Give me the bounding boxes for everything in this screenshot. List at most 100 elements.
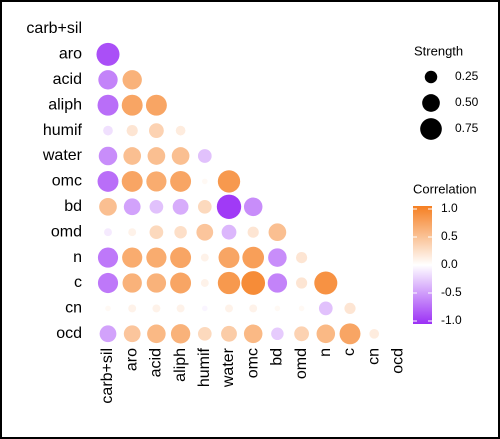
correlation-bubble bbox=[105, 305, 111, 312]
correlation-bubble bbox=[96, 42, 120, 66]
correlation-bubble bbox=[268, 248, 287, 267]
column-label: humif bbox=[196, 347, 213, 387]
column-label: water bbox=[220, 347, 237, 388]
correlation-bubble bbox=[217, 271, 241, 295]
correlation-bubble bbox=[99, 325, 117, 343]
correlation-bubble bbox=[175, 125, 186, 136]
color-legend-title: Correlation bbox=[413, 181, 477, 196]
correlation-bubble bbox=[225, 304, 233, 313]
correlation-bubble bbox=[202, 178, 208, 185]
column-label: carb+sil bbox=[99, 348, 116, 404]
row-label: n bbox=[73, 249, 82, 266]
correlation-bubble bbox=[147, 147, 166, 165]
correlation-bubble bbox=[200, 279, 209, 287]
correlation-bubble bbox=[172, 198, 189, 215]
correlation-bubble bbox=[267, 273, 288, 293]
correlation-bubble bbox=[126, 125, 138, 137]
correlation-bubble bbox=[369, 328, 380, 339]
correlation-bubble bbox=[221, 325, 237, 342]
row-label: cn bbox=[65, 300, 82, 317]
correlation-bubble bbox=[197, 199, 212, 214]
correlation-bubble bbox=[197, 149, 212, 163]
correlation-bubble bbox=[122, 247, 143, 268]
row-label: aliph bbox=[48, 96, 82, 113]
correlation-bubble bbox=[97, 272, 119, 294]
correlation-bubble bbox=[174, 225, 187, 239]
column-label: acid bbox=[148, 348, 165, 377]
correlation-bubble bbox=[314, 271, 338, 295]
correlation-bubble bbox=[344, 302, 356, 314]
correlation-bubble bbox=[243, 197, 263, 217]
row-label: omd bbox=[51, 223, 82, 240]
correlation-bubble bbox=[146, 247, 167, 268]
correlation-bubble bbox=[218, 247, 240, 269]
correlation-bubble bbox=[216, 194, 242, 219]
correlation-bubble bbox=[170, 324, 191, 344]
correlation-bubble bbox=[98, 146, 118, 166]
correlation-bubble bbox=[121, 170, 143, 192]
correlation-bubble bbox=[103, 125, 113, 136]
correlation-bubble bbox=[99, 197, 117, 216]
correlation-bubble bbox=[149, 123, 164, 138]
size-legend-key bbox=[424, 70, 438, 84]
correlation-bubble bbox=[128, 304, 137, 313]
correlation-bubble bbox=[202, 305, 208, 312]
correlation-bubble bbox=[170, 272, 192, 294]
correlation-bubble bbox=[170, 170, 192, 192]
correlation-bubble bbox=[98, 70, 118, 90]
column-label: aliph bbox=[172, 348, 189, 382]
row-label: carb+sil bbox=[26, 20, 82, 37]
column-label: bd bbox=[269, 348, 286, 366]
correlation-bubble bbox=[123, 147, 142, 165]
column-label: omd bbox=[293, 348, 310, 379]
correlation-bubble bbox=[294, 326, 309, 342]
correlation-bubble bbox=[318, 301, 333, 316]
size-legend-label: 0.75 bbox=[455, 121, 479, 135]
correlation-bubble bbox=[249, 304, 258, 313]
size-legend-key bbox=[420, 118, 442, 140]
correlation-bubble bbox=[149, 225, 164, 240]
colorbar-label: 0.5 bbox=[441, 229, 458, 243]
column-label: omc bbox=[244, 348, 261, 378]
colorbar-label: 1.0 bbox=[441, 201, 458, 215]
correlation-bubble bbox=[145, 94, 167, 116]
correlation-bubble bbox=[152, 304, 161, 313]
correlation-bubble bbox=[296, 277, 308, 289]
correlation-bubble bbox=[242, 246, 265, 269]
correlation-bubble bbox=[200, 253, 209, 262]
correlation-bubble bbox=[97, 170, 119, 192]
correlation-bubble bbox=[197, 326, 212, 341]
colorbar-label: -1.0 bbox=[441, 313, 462, 327]
column-label: cn bbox=[365, 348, 382, 365]
correlation-bubble bbox=[123, 325, 141, 343]
column-label: ocd bbox=[390, 348, 407, 374]
size-legend-label: 0.25 bbox=[455, 69, 479, 83]
correlation-bubble bbox=[339, 323, 361, 345]
column-label: c bbox=[341, 348, 358, 356]
colorbar bbox=[413, 206, 432, 324]
correlation-bubble bbox=[122, 70, 142, 90]
correlation-bubble bbox=[176, 304, 185, 313]
row-label: ocd bbox=[56, 325, 82, 342]
size-legend-key bbox=[422, 94, 440, 112]
correlation-bubble bbox=[241, 271, 266, 295]
row-label: humif bbox=[43, 122, 83, 139]
correlation-bubble bbox=[171, 147, 190, 165]
correlation-bubble bbox=[221, 224, 237, 240]
correlation-bubble bbox=[146, 273, 167, 293]
correlation-bubble bbox=[247, 226, 259, 238]
correlation-bubble bbox=[243, 324, 263, 344]
correlation-bubble bbox=[122, 273, 142, 293]
row-label: omc bbox=[52, 173, 82, 190]
correlation-bubble bbox=[146, 171, 167, 192]
correlation-bubble bbox=[149, 199, 164, 214]
row-label: acid bbox=[53, 71, 82, 88]
correlation-bubble bbox=[121, 94, 143, 116]
correlation-bubble bbox=[147, 324, 166, 344]
correlation-bubble bbox=[296, 252, 308, 264]
correlation-bubble bbox=[316, 324, 336, 344]
correlation-bubble bbox=[196, 223, 214, 241]
row-label: aro bbox=[59, 46, 82, 63]
correlation-bubble bbox=[97, 247, 119, 268]
